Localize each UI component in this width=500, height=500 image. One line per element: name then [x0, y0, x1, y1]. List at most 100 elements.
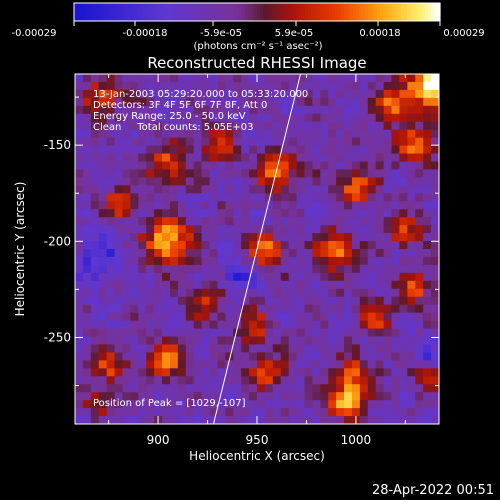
heatmap-cell	[154, 185, 163, 194]
heatmap-cell	[162, 400, 171, 409]
heatmap-cell	[146, 416, 155, 424]
colorbar-cell	[83, 3, 87, 21]
heatmap-cell	[98, 225, 108, 234]
heatmap-cell	[431, 272, 439, 282]
heatmap-cell	[146, 161, 155, 170]
heatmap-cell	[257, 121, 266, 131]
heatmap-cell	[233, 368, 242, 377]
heatmap-cell	[162, 81, 171, 91]
colorbar-cell	[137, 3, 141, 21]
heatmap-cell	[241, 161, 250, 170]
heatmap-cell	[233, 201, 242, 210]
heatmap-cell	[162, 97, 171, 107]
heatmap-cell	[201, 153, 211, 162]
heatmap-cell	[296, 105, 305, 115]
heatmap-cell	[225, 89, 234, 99]
heatmap-cell	[328, 264, 337, 274]
heatmap-cell	[233, 129, 242, 139]
heatmap-cell	[264, 336, 274, 345]
heatmap-cell	[399, 280, 408, 290]
heatmap-cell	[423, 416, 432, 424]
colorbar-cell	[368, 3, 372, 21]
heatmap-cell	[162, 384, 171, 393]
heatmap-cell	[407, 376, 416, 385]
heatmap-cell	[304, 74, 313, 83]
heatmap-cell	[130, 320, 139, 330]
heatmap-cell	[217, 74, 226, 83]
heatmap-cell	[201, 312, 211, 322]
heatmap-cell	[225, 416, 234, 424]
heatmap-cell	[209, 193, 218, 202]
heatmap-cell	[367, 233, 377, 242]
axis-tick-marks	[75, 74, 439, 424]
heatmap-cell	[359, 328, 369, 337]
heatmap-cell	[367, 137, 377, 147]
colorbar-cell	[131, 3, 135, 21]
heatmap-cell	[423, 384, 432, 393]
heatmap-cell	[344, 328, 353, 337]
heatmap-cell	[241, 352, 250, 361]
heatmap-cell	[225, 177, 234, 186]
colorbar-cell	[263, 3, 267, 21]
heatmap-cell	[399, 121, 408, 131]
heatmap-cell	[423, 304, 432, 314]
heatmap-cell	[130, 169, 139, 178]
heatmap-cell	[217, 344, 226, 353]
heatmap-cell	[193, 416, 203, 424]
heatmap-cell	[106, 272, 116, 282]
heatmap-cell	[375, 328, 385, 337]
heatmap-cell	[225, 312, 234, 322]
heatmap-cell	[391, 384, 400, 393]
heatmap-cell	[114, 296, 123, 306]
heatmap-cell	[98, 376, 108, 385]
heatmap-cell	[241, 416, 250, 424]
heatmap-cell	[122, 320, 131, 330]
heatmap-cell	[169, 320, 179, 330]
heatmap-cell	[399, 233, 408, 242]
heatmap-cell	[431, 233, 439, 242]
heatmap-cell	[391, 137, 400, 147]
heatmap-cell	[106, 312, 116, 322]
heatmap-cell	[154, 153, 163, 162]
heatmap-cell	[264, 217, 274, 226]
heatmap-cell	[407, 288, 416, 298]
heatmap-cell	[130, 209, 139, 218]
heatmap-cell	[407, 352, 416, 361]
heatmap-cell	[75, 368, 84, 377]
heatmap-cell	[130, 272, 139, 282]
heatmap-cell	[351, 161, 361, 170]
heatmap-cell	[375, 280, 385, 290]
heatmap-cell	[225, 400, 234, 409]
heatmap-cell	[280, 169, 290, 178]
heatmap-cell	[177, 304, 187, 314]
heatmap-cell	[296, 400, 305, 409]
colorbar-cell	[167, 3, 171, 21]
heatmap-cell	[241, 328, 250, 337]
heatmap-cell	[431, 400, 439, 409]
heatmap-cell	[138, 384, 147, 393]
heatmap-cell	[367, 113, 377, 123]
colorbar-cell	[113, 3, 117, 21]
heatmap-cell	[415, 145, 424, 155]
heatmap-cell	[146, 272, 155, 282]
heatmap-cell	[257, 137, 266, 147]
heatmap-cell	[193, 384, 203, 393]
heatmap-cell	[336, 249, 345, 258]
heatmap-cell	[423, 328, 432, 337]
heatmap-cell	[312, 121, 321, 131]
heatmap-cell	[193, 328, 203, 337]
heatmap-cell	[415, 97, 424, 107]
heatmap-cell	[423, 376, 432, 385]
heatmap-cell	[415, 193, 424, 202]
heatmap-cell	[431, 121, 439, 131]
heatmap-cell	[288, 368, 298, 377]
heatmap-cell	[185, 249, 195, 258]
colorbar-cell	[200, 3, 204, 21]
heatmap-cell	[264, 185, 274, 194]
heatmap-cell	[98, 328, 108, 337]
heatmap-cell	[351, 280, 361, 290]
info-total-counts: Clean Total counts: 5.05E+03	[93, 122, 253, 133]
heatmap-cell	[130, 121, 139, 131]
heatmap-cell	[90, 233, 100, 242]
heatmap-cell	[423, 169, 432, 178]
